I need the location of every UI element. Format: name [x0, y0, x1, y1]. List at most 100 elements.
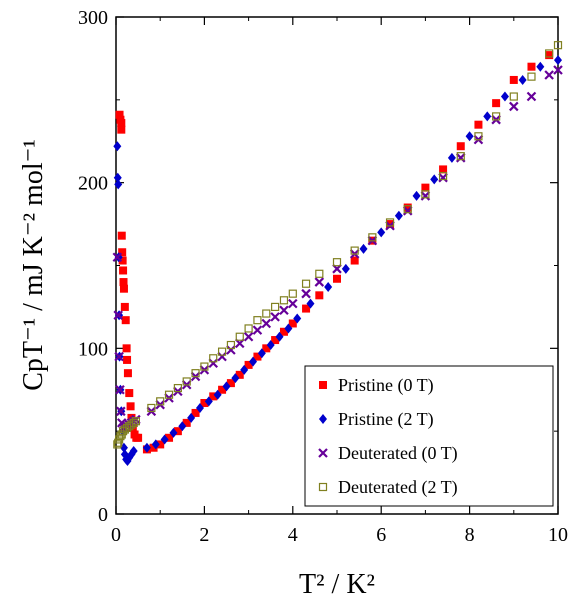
data-point	[509, 92, 518, 101]
data-point	[474, 132, 483, 141]
legend: Pristine (0 T) Pristine (2 T) Deuterated (…	[304, 365, 554, 507]
data-point	[116, 406, 126, 417]
data-point	[386, 220, 395, 229]
legend-label: Pristine (2 T)	[338, 409, 434, 430]
series-4	[113, 41, 563, 449]
legend-marker	[318, 482, 328, 492]
data-point	[119, 266, 128, 275]
data-point	[315, 291, 324, 300]
data-point	[122, 344, 131, 353]
data-point	[123, 455, 132, 466]
data-point	[500, 91, 509, 102]
data-point	[113, 310, 123, 320]
data-point	[266, 340, 275, 351]
data-point	[169, 427, 178, 438]
data-point	[456, 142, 465, 151]
data-point	[173, 427, 182, 436]
data-point	[279, 305, 289, 316]
data-point	[118, 256, 127, 265]
data-point	[456, 152, 465, 161]
data-point	[142, 442, 151, 453]
x-axis-title: T² / K²	[299, 569, 375, 600]
data-point	[527, 62, 536, 71]
data-point	[208, 358, 219, 369]
data-point	[279, 327, 288, 336]
data-point	[377, 227, 386, 238]
data-point	[301, 279, 311, 288]
data-point	[123, 369, 132, 378]
data-point	[204, 396, 213, 407]
data-point	[509, 101, 519, 112]
x-tick-label: 8	[465, 524, 475, 546]
data-point	[545, 49, 554, 58]
data-point	[368, 233, 377, 242]
data-point	[262, 309, 271, 318]
data-point	[554, 55, 562, 66]
data-point	[120, 302, 129, 311]
data-point	[129, 418, 138, 427]
data-point	[218, 385, 227, 394]
data-point	[527, 72, 536, 81]
data-point	[123, 355, 132, 364]
data-point	[275, 331, 284, 342]
data-point	[394, 210, 403, 221]
x-tick-label: 10	[548, 524, 568, 546]
data-point	[526, 91, 537, 102]
data-point	[131, 417, 140, 426]
data-point	[249, 356, 258, 367]
data-point	[113, 141, 122, 152]
data-point	[315, 269, 324, 278]
data-point	[403, 203, 412, 212]
x-tick-label: 2	[199, 524, 209, 546]
data-point	[253, 316, 262, 325]
data-point	[113, 172, 122, 183]
y-axis-title: CpT⁻¹ / mJ K⁻² mol⁻¹	[18, 139, 49, 391]
data-point	[509, 75, 518, 84]
y-tick-label: 300	[78, 7, 108, 29]
data-point	[306, 298, 315, 309]
data-point	[112, 252, 123, 262]
data-point	[156, 397, 165, 406]
data-point	[119, 278, 128, 287]
data-point	[447, 152, 456, 163]
data-point	[332, 258, 342, 267]
data-point	[209, 392, 218, 401]
data-point	[438, 171, 448, 181]
data-point	[117, 125, 126, 134]
data-point	[314, 277, 325, 287]
data-point	[403, 205, 412, 214]
data-point	[252, 325, 263, 335]
data-point	[129, 446, 138, 457]
data-point	[115, 110, 124, 119]
data-point	[385, 218, 395, 227]
data-point	[262, 344, 271, 353]
data-point	[240, 364, 249, 375]
x-tick-label: 6	[376, 524, 386, 546]
data-point	[288, 319, 297, 328]
data-point	[474, 120, 483, 129]
data-point	[302, 304, 311, 313]
data-point	[359, 243, 368, 254]
data-point	[182, 418, 191, 427]
data-point	[226, 379, 235, 388]
data-point	[114, 179, 123, 190]
data-point	[438, 172, 448, 183]
data-point	[149, 443, 158, 452]
data-point	[200, 362, 209, 371]
data-point	[231, 373, 240, 384]
data-point	[439, 165, 448, 174]
data-point	[178, 421, 187, 432]
data-point	[114, 351, 124, 362]
data-point	[350, 256, 359, 265]
data-point	[217, 351, 227, 362]
legend-label: Deuterated (0 T)	[338, 443, 458, 464]
data-point	[195, 402, 204, 413]
data-point	[341, 263, 350, 274]
data-point	[288, 289, 297, 298]
data-point	[191, 408, 200, 417]
data-point	[301, 288, 311, 299]
data-point	[222, 381, 231, 392]
data-point	[402, 206, 413, 216]
